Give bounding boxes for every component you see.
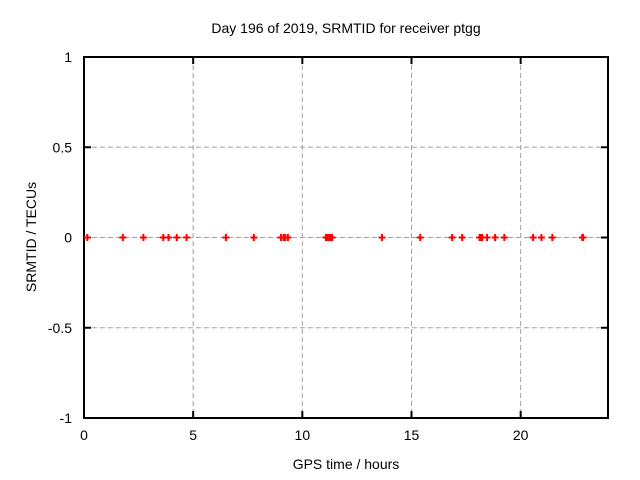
x-tick-label: 15 xyxy=(404,427,420,443)
x-tick-label: 0 xyxy=(80,427,88,443)
data-point-marker xyxy=(284,234,292,241)
data-point-marker xyxy=(378,234,386,241)
data-point-marker xyxy=(548,234,556,241)
marker-layer xyxy=(83,234,587,241)
data-point-marker xyxy=(483,234,491,241)
tick-layer xyxy=(83,56,607,419)
data-point-marker xyxy=(579,234,587,241)
data-point-marker xyxy=(500,234,508,241)
data-point-marker xyxy=(491,234,499,241)
y-tick-label: -0.5 xyxy=(48,320,72,336)
x-tick-label: 20 xyxy=(513,427,529,443)
data-point-marker xyxy=(416,234,424,241)
data-point-marker xyxy=(173,234,181,241)
data-point-marker xyxy=(83,234,91,241)
data-point-marker xyxy=(250,234,258,241)
y-axis-label: SRMTID / TECUs xyxy=(23,182,39,292)
data-point-marker xyxy=(164,234,172,241)
data-point-marker xyxy=(529,234,537,241)
data-point-marker xyxy=(183,234,191,241)
grid-layer xyxy=(84,57,608,418)
y-tick-label: 1 xyxy=(64,49,72,65)
data-point-marker xyxy=(222,234,230,241)
tick-label-layer: 0 5 10 15 20 -1 -0.5 0 0.5 1 xyxy=(48,49,529,443)
data-point-marker xyxy=(328,234,336,241)
chart-title: Day 196 of 2019, SRMTID for receiver ptg… xyxy=(211,20,480,36)
data-point-marker xyxy=(139,234,147,241)
x-axis-label: GPS time / hours xyxy=(293,456,400,472)
y-tick-label: 0 xyxy=(64,230,72,246)
data-point-marker xyxy=(448,234,456,241)
y-tick-label: -1 xyxy=(60,410,73,426)
data-point-marker xyxy=(458,234,466,241)
x-tick-label: 10 xyxy=(295,427,311,443)
data-point-marker xyxy=(537,234,545,241)
y-tick-label: 0.5 xyxy=(53,139,73,155)
data-point-marker xyxy=(119,234,127,241)
x-tick-label: 5 xyxy=(189,427,197,443)
